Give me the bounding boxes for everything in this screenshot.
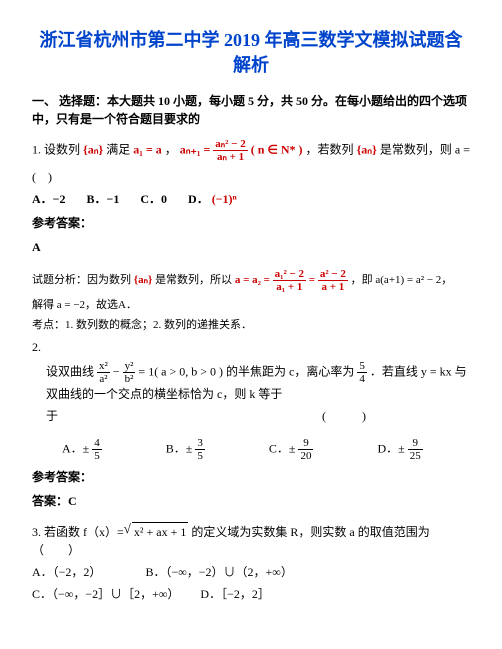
q2-c-num: 9	[298, 437, 313, 450]
q3-stem: 3. 若函数 f（x）=√x² + ax + 1 的定义域为实数集 R，则实数 …	[32, 522, 470, 559]
q2-f2-num: y²	[123, 360, 136, 373]
q1-an-frac2: a² − 2 a + 1	[318, 268, 348, 293]
q2-b-den: 5	[195, 450, 205, 462]
q2-answer-label: 参考答案：	[32, 468, 470, 486]
q1-choice-a: A．−2	[32, 190, 66, 208]
q1-frac: aₙ² − 2 aₙ + 1	[213, 138, 247, 163]
q1-an-pre: 试题分析：因为数列	[32, 274, 131, 286]
q2-choice-c: C．± 9 20	[269, 437, 314, 462]
q3-cd: C．（−∞，−2］∪［2，+∞） D．［−2，2］	[32, 585, 470, 603]
q2-e-den: 4	[357, 373, 367, 385]
q2-a-den: 5	[92, 450, 102, 462]
q2-blank-row: 于 ( )	[46, 407, 470, 425]
q2-choice-d: D．± 9 25	[377, 437, 422, 462]
q1-mid3: 是常数列，则 a =	[380, 143, 470, 157]
q1-an-seq: {aₙ}	[134, 274, 153, 286]
q1-an-solve: 解得 a = −2，故选A．	[32, 297, 470, 314]
q3-choice-b: B．（−∞，−2）∪（2，+∞）	[145, 563, 292, 581]
q1-stem: 1. 设数列 {aₙ} 满足 a₁ = a ， aₙ₊₁ = aₙ² − 2 a…	[32, 138, 470, 163]
q1-prefix: 1. 设数列	[32, 143, 80, 157]
q1-answer-label: 参考答案：	[32, 214, 470, 232]
q2-frac2: y² b²	[123, 360, 136, 385]
q1-an-eqs: =	[309, 274, 315, 286]
q2-num: 2.	[32, 338, 470, 356]
q1-an-point: 考点：1. 数列数的概念；2. 数列的递推关系．	[32, 317, 470, 334]
q2-b-num: 3	[195, 437, 205, 450]
q1-analysis-row: 试题分析：因为数列 {aₙ} 是常数列，所以 a = a₂ = a₁² − 2 …	[32, 268, 470, 293]
q1-eq1: a₁ = a	[133, 143, 161, 157]
q2-d-frac: 9 25	[408, 437, 423, 462]
q2-b-frac: 3 5	[195, 437, 205, 462]
q3-choice-d: D．［−2，2］	[200, 585, 269, 603]
q2-minus: −	[113, 364, 120, 378]
q1-eq2-lhs: aₙ₊₁ =	[180, 143, 211, 157]
q1-choice-b: B．−1	[87, 190, 120, 208]
q2-line: y = kx	[421, 364, 452, 378]
q1-seq: {aₙ}	[83, 143, 103, 157]
q2-c-frac: 9 20	[298, 437, 313, 462]
section-1-header: 一、 选择题：本大题共 10 小题，每小题 5 分，共 50 分。在每小题给出的…	[32, 92, 470, 128]
q2-b-label: B．	[166, 441, 186, 455]
q3-sqrt: x² + ax + 1	[132, 522, 188, 541]
q1-seq2: {aₙ}	[357, 143, 377, 157]
q3-choice-a: A．（−2，2）	[32, 563, 101, 581]
q2-d-den: 25	[408, 450, 423, 462]
q2-c-label: C．	[269, 441, 289, 455]
q2-d-num: 9	[408, 437, 423, 450]
q3-pre: 3. 若函数 f（x）=	[32, 525, 124, 539]
q1-frac-den: aₙ + 1	[213, 151, 247, 163]
q2-a-num: 4	[92, 437, 102, 450]
q2-mid2: ．若直线	[370, 364, 418, 378]
q2-f1-num: x²	[97, 360, 110, 373]
q1-an-mid: 是常数列，所以	[155, 274, 232, 286]
q2-pre: 设双曲线	[46, 364, 94, 378]
q1-an-f1-num: a₁² − 2	[273, 268, 306, 281]
q1-n: ( n ∈ N* )	[251, 143, 303, 157]
q2-mid: 的半焦距为 c，离心率为	[226, 364, 354, 378]
q1-frac-num: aₙ² − 2	[213, 138, 247, 151]
q2-f1-den: a²	[97, 373, 110, 385]
q2-d-label: D．	[377, 441, 398, 455]
q1-an-f2-den: a + 1	[318, 281, 348, 293]
q1-choice-d-label: D．	[188, 192, 209, 206]
q1-answer: A	[32, 238, 470, 256]
q2-e-num: 5	[357, 360, 367, 373]
q1-comma: ，	[165, 143, 177, 157]
q2-frac1: x² a²	[97, 360, 110, 385]
q1-an-frac1: a₁² − 2 a₁ + 1	[273, 268, 306, 293]
q2-e: 5 4	[357, 360, 367, 385]
sqrt-icon: √	[124, 522, 131, 535]
q1-an-eq: a = a₂ =	[235, 274, 270, 286]
q1-choice-d: D． (−1)ⁿ	[188, 190, 237, 208]
q1-an-f1-den: a₁ + 1	[273, 281, 306, 293]
q2-a-frac: 4 5	[92, 437, 102, 462]
q1-choice-c: C．0	[140, 190, 167, 208]
q1-an-f2-num: a² − 2	[318, 268, 348, 281]
q2-stem: 设双曲线 x² a² − y² b² = 1( a > 0, b > 0 ) 的…	[46, 360, 470, 403]
q2-choice-a: A．± 4 5	[62, 437, 102, 462]
q2-f2-den: b²	[123, 373, 136, 385]
q2-c-den: 20	[298, 450, 313, 462]
q2-eq: = 1( a > 0, b > 0 )	[138, 364, 223, 378]
page-title: 浙江省杭州市第二中学 2019 年高三数学文模拟试题含解析	[32, 28, 470, 78]
q2-choice-b: B．± 3 5	[166, 437, 205, 462]
q1-mid1: 满足	[106, 143, 130, 157]
q2-answer: 答案：C	[32, 492, 470, 510]
q3-ab: A．（−2，2） B．（−∞，−2）∪（2，+∞）	[32, 563, 470, 581]
q1-an-tail: ，即 a(a+1) = a² − 2，	[351, 274, 453, 286]
q1-choices: A．−2 B．−1 C．0 D． (−1)ⁿ	[32, 190, 470, 208]
q1-blank: ( )	[32, 168, 470, 186]
q1-mid2: ，若数列	[306, 143, 354, 157]
q2-choices: A．± 4 5 B．± 3 5 C．± 9 20 D．± 9 25	[62, 437, 470, 462]
q3-choice-c: C．（−∞，−2］∪［2，+∞）	[32, 585, 179, 603]
q2-a-label: A．	[62, 441, 83, 455]
q1-choice-d-expr: (−1)ⁿ	[212, 192, 237, 206]
